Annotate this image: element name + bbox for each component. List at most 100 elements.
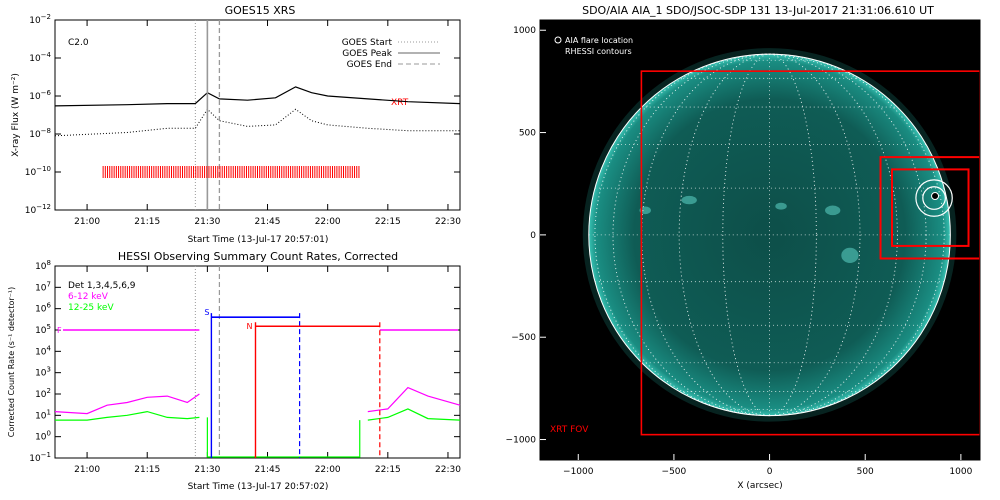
aia-ytick-label: 0: [530, 231, 536, 241]
hessi-legend-label: Det 1,3,4,5,6,9: [68, 281, 136, 291]
hessi-xtick-label: 21:15: [134, 465, 160, 475]
aia-ytick-label: −500: [511, 333, 536, 343]
aia-plot-frame: [539, 19, 981, 461]
hessi-xtick-label: 21:00: [74, 465, 100, 475]
aia-xtick-label: −1000: [563, 467, 594, 477]
aia-ytick-label: 500: [519, 129, 536, 139]
hessi-legend-label: 6-12 keV: [68, 292, 109, 302]
goes-legend-label: GOES End: [347, 60, 392, 70]
rhessi-contour: [915, 179, 953, 217]
aia-xticks: −1000 −500 0 500 1000: [563, 454, 973, 477]
goes-ytick-label: 10−6: [29, 89, 51, 102]
goes-xtick-label: 21:45: [255, 217, 281, 227]
aia-xtick-label: −500: [662, 467, 687, 477]
aia-legend-circle: [554, 36, 562, 44]
hessi-title: HESSI Observing Summary Count Rates, Cor…: [118, 250, 398, 263]
hessi-xlabel: Start Time (13-Jul-17 20:57:02): [188, 482, 329, 492]
hessi-xticks: 21:00 21:15 21:30 21:45 22:00 22:15 22:30: [74, 266, 461, 475]
active-region: [775, 202, 787, 210]
goes-legend-label: GOES Start: [342, 38, 393, 48]
aia-ytick-label: −1000: [506, 436, 537, 446]
goes-xtick-label: 22:15: [375, 217, 401, 227]
goes-ytick-label: 10−10: [25, 165, 51, 178]
goes-long-channel-line: [54, 86, 461, 107]
flare-class-label: C2.0: [68, 38, 89, 48]
hessi-series-12-25-keV-line: [55, 410, 200, 421]
goes-xtick-label: 21:30: [194, 217, 220, 227]
flag-s-label: S: [204, 308, 209, 317]
hessi-series-6-12-keV-line: [54, 393, 200, 415]
aia-yticks: 1000 500 0 −500 −1000: [506, 26, 546, 446]
goes-xrs-panel: GOES15 XRS C2.0 X-ray Flux (W m⁻²) Start…: [11, 4, 461, 245]
goes-xtick-label: 22:30: [435, 217, 461, 227]
hessi-series-12-25-keV-line: [367, 408, 461, 421]
hessi-ytick-label: 107: [35, 280, 51, 293]
aia-xtick-label: 0: [767, 467, 773, 477]
goes-short-channel-line: [54, 108, 460, 137]
grid-longitude-line: [594, 53, 945, 417]
hessi-plot-frame: [54, 265, 461, 459]
aia-ytick-label: 1000: [513, 26, 536, 36]
goes-ytick-label: 10−4: [29, 51, 51, 64]
xrt-label: XRT: [391, 98, 409, 108]
goes-yticks: 10−2 10−4 10−6 10−8 10−10 10−12: [25, 13, 460, 216]
solar-limb: [588, 53, 951, 417]
hessi-series-6-12-keV-line: [367, 386, 461, 413]
aia-flare-location-marker: [931, 192, 940, 200]
goes-plot-frame: [54, 19, 461, 211]
hessi-data: F S N: [54, 266, 461, 458]
hessi-legend-label: 12-25 keV: [68, 303, 114, 313]
grid-longitude-line: [612, 53, 927, 417]
rhessi-contour: [922, 186, 946, 210]
aia-legend: AIA flare location RHESSI contours: [554, 36, 633, 56]
hessi-xtick-label: 22:15: [375, 465, 401, 475]
goes-xtick-label: 21:15: [134, 217, 160, 227]
xrt-fov-box: [891, 168, 970, 247]
goes-xtick-label: 22:00: [315, 217, 341, 227]
active-region: [825, 205, 841, 216]
hessi-ytick-label: 100: [35, 430, 51, 443]
active-region: [639, 206, 651, 215]
hessi-ytick-label: 103: [35, 366, 51, 379]
goes-ylabel: X-ray Flux (W m⁻²): [11, 73, 21, 157]
hessi-ytick-label: 105: [35, 323, 51, 336]
hessi-xtick-label: 22:00: [315, 465, 341, 475]
hessi-xtick-label: 22:30: [435, 465, 461, 475]
goes-legend-label: GOES Peak: [342, 49, 392, 59]
hessi-xtick-label: 21:45: [255, 465, 281, 475]
hessi-ytick-label: 106: [35, 302, 51, 315]
hessi-ytick-label: 104: [35, 344, 51, 357]
xrt-fov-label: XRT FOV: [550, 425, 589, 435]
goes-xlabel: Start Time (13-Jul-17 20:57:01): [188, 235, 329, 245]
hessi-xtick-label: 21:30: [194, 465, 220, 475]
hessi-ytick-label: 102: [35, 387, 51, 400]
active-region: [841, 247, 859, 264]
goes-title: GOES15 XRS: [225, 4, 296, 17]
hessi-ytick-label: 10−1: [29, 451, 51, 464]
goes-ytick-label: 10−2: [29, 13, 51, 26]
aia-legend-label: RHESSI contours: [565, 47, 632, 56]
hessi-yticks: 108 107 106 105 104 103 102 101 100 10−1: [29, 259, 460, 464]
aia-xlabel: X (arcsec): [737, 481, 782, 491]
hessi-panel: HESSI Observing Summary Count Rates, Cor…: [7, 250, 461, 492]
flag-n-label: N: [246, 322, 252, 331]
aia-xtick-label: 500: [857, 467, 874, 477]
hessi-ytick-label: 108: [35, 259, 51, 272]
goes-xticks: 21:00 21:15 21:30 21:45 22:00 22:15 22:30: [74, 20, 461, 227]
flag-f-label: F: [57, 326, 62, 335]
hessi-12-25-gap-line: [206, 417, 361, 458]
aia-title: SDO/AIA AIA_1 SDO/JSOC-SDP 131 13-Jul-20…: [582, 4, 934, 17]
xrt-fov-box: [640, 70, 980, 436]
aia-xtick-label: 1000: [949, 467, 972, 477]
aia-solar-image: [582, 48, 980, 436]
goes-ytick-label: 10−12: [25, 203, 51, 216]
hessi-ylabel: Corrected Count Rate (s⁻¹ detector⁻¹): [7, 287, 16, 438]
hessi-ytick-label: 101: [35, 408, 51, 421]
goes-ytick-label: 10−8: [29, 127, 51, 140]
aia-panel: SDO/AIA AIA_1 SDO/JSOC-SDP 131 13-Jul-20…: [506, 4, 981, 491]
goes-data: [54, 20, 461, 210]
aia-legend-label: AIA flare location: [565, 36, 633, 45]
